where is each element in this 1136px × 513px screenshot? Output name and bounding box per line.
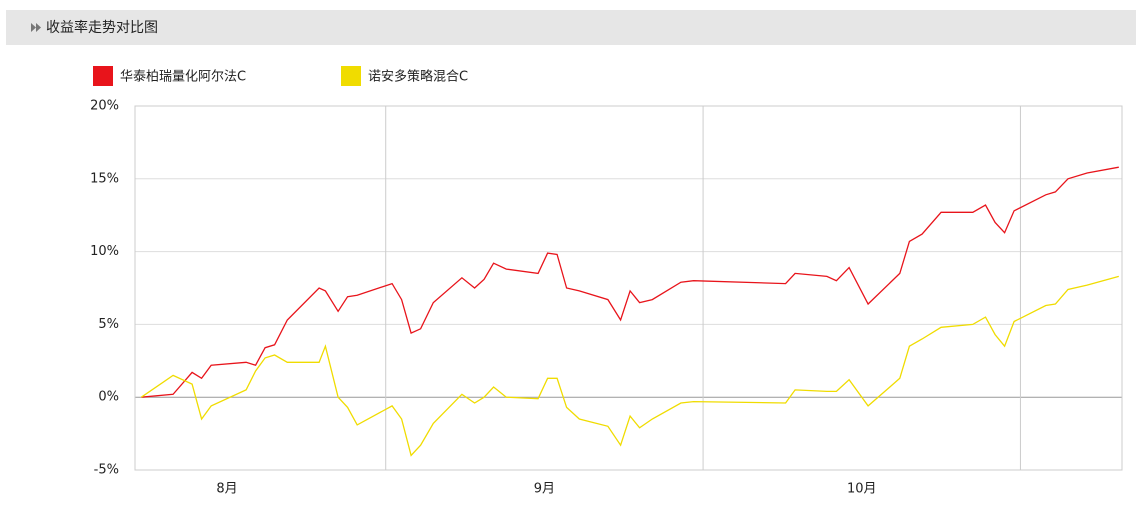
y-tick-label: 0% — [98, 390, 119, 405]
y-tick-label: 15% — [90, 171, 119, 186]
plot-border — [134, 105, 1123, 471]
y-tick-label: -5% — [94, 463, 119, 478]
legend-label: 诺安多策略混合C — [368, 69, 468, 85]
series-line — [140, 275, 1119, 457]
y-tick-label: 20% — [90, 99, 119, 114]
chart-title: 收益率走势对比图 — [46, 19, 158, 36]
legend-swatch — [341, 66, 361, 86]
x-tick-label: 10月 — [847, 482, 877, 497]
y-tick-label: 10% — [90, 244, 119, 259]
header-icon — [31, 23, 41, 32]
legend-label: 华泰柏瑞量化阿尔法C — [120, 70, 246, 85]
series-line — [141, 166, 1119, 398]
y-tick-label: 5% — [98, 317, 119, 332]
legend-swatch — [93, 66, 113, 86]
x-tick-label: 8月 — [216, 482, 237, 497]
header-bar — [6, 10, 1136, 45]
x-tick-label: 9月 — [534, 482, 555, 497]
